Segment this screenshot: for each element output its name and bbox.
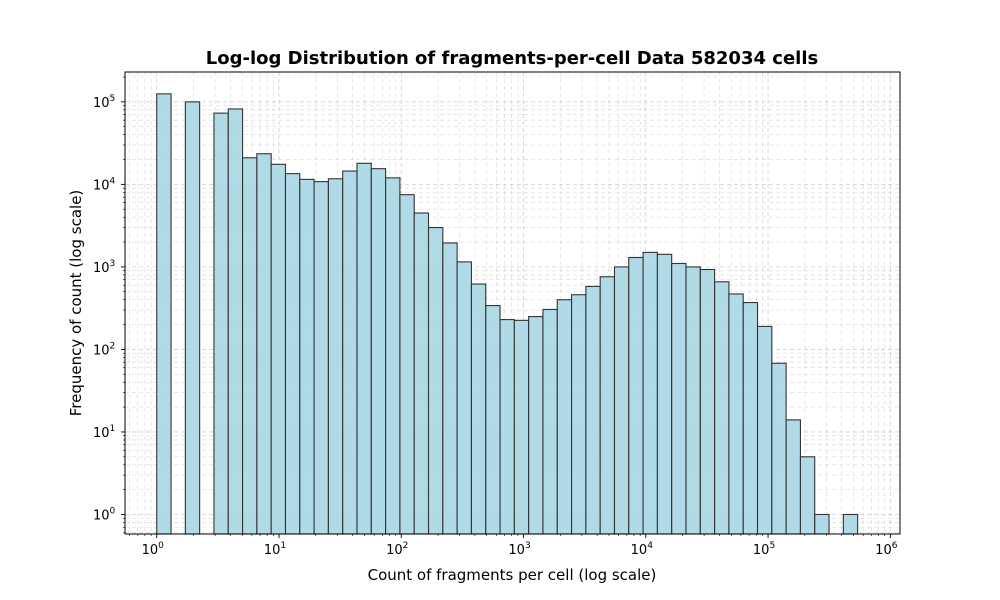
histogram-bar	[342, 170, 358, 535]
histogram-bar	[184, 101, 201, 535]
histogram-bar	[270, 163, 287, 535]
histogram-bar	[356, 162, 372, 535]
histogram-bar	[299, 178, 315, 535]
histogram-bar	[327, 178, 344, 535]
histogram-bar	[256, 153, 272, 535]
histogram-bar	[613, 266, 630, 535]
histogram-bar	[814, 513, 830, 535]
histogram-bar	[656, 253, 673, 535]
histogram-bar	[842, 513, 859, 535]
histogram-bar	[242, 157, 258, 535]
histogram-bar	[642, 251, 658, 535]
histogram-bar	[771, 362, 787, 535]
histogram-bar	[528, 316, 544, 535]
plot-frame	[124, 71, 901, 535]
histogram-bar	[370, 168, 387, 535]
histogram-bar	[742, 301, 759, 535]
histogram-bar	[571, 294, 587, 535]
histogram-bar	[385, 177, 401, 535]
histogram-bar	[399, 194, 415, 535]
x-axis-label: Count of fragments per cell (log scale)	[368, 566, 657, 584]
histogram-bar	[785, 419, 801, 535]
histogram-bar	[599, 276, 616, 535]
histogram-bar	[799, 456, 816, 535]
chart-title: Log-log Distribution of fragments-per-ce…	[206, 48, 818, 69]
y-axis-label: Frequency of count (log scale)	[67, 190, 85, 417]
histogram-bar	[413, 212, 430, 535]
histogram-bar	[456, 261, 472, 535]
histogram-bar	[628, 256, 644, 535]
histogram-bar	[714, 281, 730, 535]
histogram-bar	[313, 181, 329, 535]
histogram-bar	[427, 226, 444, 535]
histogram-bars	[156, 93, 859, 535]
histogram-bar	[585, 285, 601, 535]
histogram-bar	[227, 108, 244, 535]
histogram-bar	[213, 112, 229, 535]
histogram-bar	[671, 262, 687, 535]
histogram-bar	[499, 319, 515, 535]
histogram-bar	[442, 242, 458, 535]
histogram-bar	[699, 268, 716, 535]
histogram-bar	[485, 305, 501, 535]
histogram-bar	[756, 325, 773, 535]
histogram-bar	[156, 93, 172, 535]
histogram-bar	[284, 173, 301, 535]
histogram-bar	[728, 293, 744, 535]
histogram-bar	[513, 319, 530, 535]
histogram-bar	[685, 266, 701, 535]
histogram-bar	[470, 283, 487, 535]
histogram-bar	[542, 308, 558, 535]
histogram-bar	[556, 299, 573, 535]
